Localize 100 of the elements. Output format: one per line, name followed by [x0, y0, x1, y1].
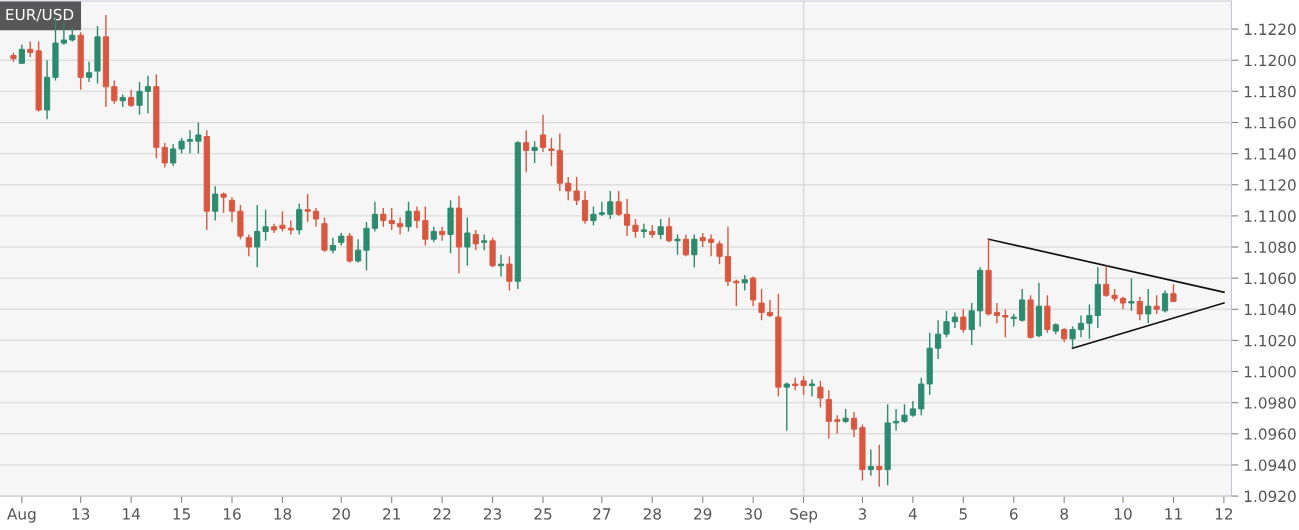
candlestick [86, 61, 93, 83]
candlestick [565, 176, 572, 202]
candlestick [1153, 294, 1160, 315]
y-tick-label: 1.1220 [1244, 23, 1296, 36]
y-tick-label: 1.1180 [1244, 85, 1296, 98]
candlestick [531, 140, 538, 164]
x-tick-label: 23 [483, 508, 502, 520]
candlestick [464, 216, 471, 267]
candlestick [506, 255, 513, 292]
candlestick [607, 190, 614, 220]
candlestick [783, 381, 790, 432]
candlestick [363, 221, 370, 272]
candlestick [296, 202, 303, 236]
x-tick-label: 25 [534, 508, 552, 520]
candlestick [413, 205, 421, 230]
candlestick [144, 75, 152, 114]
candlestick [901, 403, 908, 424]
candlestick [1128, 277, 1135, 312]
candlestick [312, 207, 320, 228]
x-tick-label: 10 [1114, 508, 1132, 520]
y-tick-label: 1.1160 [1244, 116, 1296, 129]
y-tick-label: 1.0920 [1244, 490, 1296, 503]
candlestick [892, 408, 900, 432]
candlestick [439, 226, 446, 242]
candlestick [800, 375, 807, 396]
candlestick [304, 193, 311, 223]
candlestick [968, 302, 975, 346]
y-tick-label: 1.1100 [1244, 210, 1296, 222]
candlestick [750, 275, 757, 307]
candlestick [951, 311, 958, 329]
candlestick [523, 129, 530, 173]
y-tick-label: 1.1020 [1244, 334, 1296, 347]
x-tick-label: 12 [1215, 508, 1233, 520]
candlestick [691, 233, 698, 268]
candlestick [1069, 325, 1076, 349]
candlestick [825, 389, 832, 440]
x-tick-label: 21 [383, 508, 401, 520]
x-tick-label: 16 [223, 508, 241, 520]
candlestick [1136, 296, 1143, 321]
candlestick [1019, 288, 1026, 323]
candlestick [573, 176, 580, 206]
x-tick-label: 30 [744, 508, 762, 520]
chart-title: EUR/USD [6, 8, 74, 22]
candlestick [245, 233, 252, 258]
candlestick [371, 201, 378, 233]
candlestick [254, 204, 261, 268]
candlestick [136, 81, 143, 116]
y-tick-label: 1.1040 [1244, 303, 1296, 316]
candlestick [212, 185, 219, 222]
y-tick-label: 1.1140 [1244, 148, 1296, 160]
candlestick [1044, 294, 1051, 334]
candlestick [993, 302, 1001, 324]
candlestick [590, 205, 597, 226]
candlestick [1002, 308, 1009, 338]
candlestick [1145, 288, 1152, 324]
candlestick [834, 414, 841, 435]
x-tick-label: 6 [1009, 508, 1018, 520]
x-tick-label: 8 [1060, 508, 1068, 520]
x-tick-label: 14 [123, 508, 140, 520]
candlestick [397, 216, 404, 236]
candlestick [195, 121, 202, 155]
x-tick-label: 4 [908, 508, 917, 520]
candlestick [657, 218, 664, 240]
y-tick-label: 1.1200 [1244, 54, 1296, 67]
y-tick-label: 1.0940 [1244, 459, 1296, 471]
candlestick [1161, 289, 1169, 314]
y-tick-label: 1.1000 [1244, 366, 1296, 378]
candlestick [674, 233, 681, 256]
candlestick [615, 190, 622, 217]
x-tick-label: 28 [643, 508, 661, 520]
candlestick [733, 279, 740, 307]
candlestick [766, 299, 774, 318]
candlestick [716, 240, 723, 265]
candlestick [1077, 314, 1085, 338]
candlestick [666, 216, 673, 244]
candlestick [481, 233, 488, 251]
candlestick [1086, 303, 1093, 340]
candlestick [279, 210, 286, 233]
candlestick [18, 43, 25, 65]
candlestick [934, 319, 942, 360]
candlestick [497, 254, 505, 278]
candlestick [354, 238, 362, 264]
candlestick [850, 411, 858, 438]
candlestick [708, 233, 715, 258]
candlestick [682, 233, 690, 258]
y-tick-label: 1.1080 [1244, 241, 1296, 254]
candlestick [60, 22, 67, 46]
candlestick [170, 143, 177, 167]
candlestick [405, 201, 412, 233]
y-tick-label: 1.1120 [1244, 179, 1296, 191]
x-tick-label: 20 [332, 508, 350, 520]
candlestick [867, 448, 874, 477]
candlestick [808, 378, 816, 398]
candlestick [111, 79, 118, 105]
x-tick-label: 3 [858, 508, 867, 520]
x-tick-label: Sep [790, 508, 818, 523]
candlestick [623, 198, 631, 237]
candlestick [287, 219, 294, 236]
x-tick-label: 27 [593, 508, 611, 520]
candlestick [1103, 264, 1110, 298]
